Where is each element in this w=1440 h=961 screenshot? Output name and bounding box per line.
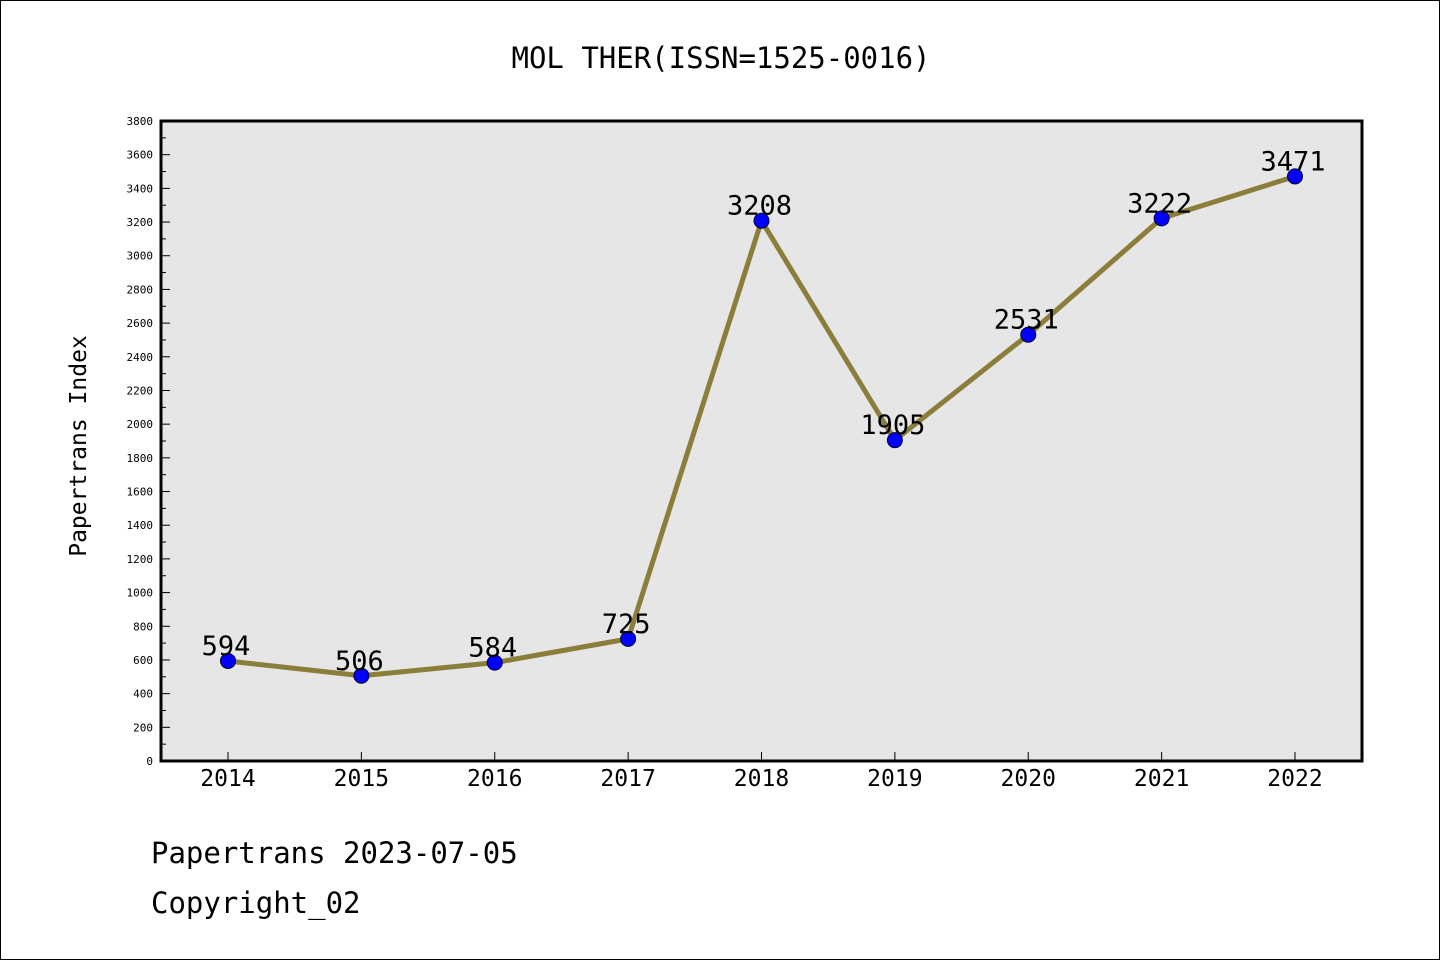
x-tick-label: 2016	[467, 766, 522, 792]
data-label: 725	[602, 609, 651, 640]
y-tick-label: 400	[133, 688, 153, 701]
y-tick-label: 1000	[127, 587, 154, 600]
y-tick-label: 3400	[127, 182, 154, 195]
x-tick-label: 2018	[734, 766, 789, 792]
y-tick-label: 2000	[127, 418, 154, 431]
y-tick-label: 1400	[127, 519, 154, 532]
footer-copyright-text: Copyright_02	[151, 886, 361, 920]
y-tick-label: 1600	[127, 486, 154, 499]
x-tick-label: 2017	[600, 766, 655, 792]
y-tick-label: 2400	[127, 351, 154, 364]
data-label: 2531	[994, 305, 1059, 336]
series: 594 506 584 725 3208 1905 2531 3222 3471	[202, 146, 1326, 684]
footer-date-text: Papertrans 2023-07-05	[151, 836, 518, 870]
y-tick-label: 200	[133, 721, 153, 734]
y-tick-label: 2600	[127, 317, 154, 330]
data-label: 3222	[1127, 188, 1192, 219]
data-point-marker	[886, 432, 903, 449]
data-label: 594	[202, 631, 251, 662]
y-tick-label: 1800	[127, 452, 154, 465]
data-point-marker	[220, 652, 236, 669]
y-tick-label: 3200	[127, 216, 154, 229]
y-tick-label: 2800	[127, 283, 154, 296]
data-point-marker	[353, 667, 370, 684]
y-tick-label: 0	[146, 755, 153, 768]
data-label: 1905	[860, 410, 925, 441]
data-point-marker	[1153, 210, 1170, 227]
x-tick-label: 2022	[1267, 766, 1322, 792]
data-label: 584	[468, 633, 517, 664]
y-tick-label: 2200	[127, 384, 154, 397]
data-point-marker	[486, 654, 503, 671]
y-axis: 0 200 400 600 800 1000 1200 1400 1600 1800 2000 220…	[127, 115, 170, 768]
y-tick-label: 3800	[127, 115, 154, 128]
x-tick-label: 2015	[334, 766, 389, 792]
y-tick-label: 800	[133, 620, 153, 633]
data-point-marker	[620, 630, 637, 647]
x-tick-label: 2014	[200, 766, 255, 792]
x-tick-label: 2019	[867, 766, 922, 792]
data-point-marker	[753, 212, 770, 229]
data-point-marker	[1020, 326, 1037, 343]
y-axis-label: Papertrans Index	[66, 335, 92, 557]
data-label: 506	[335, 646, 384, 677]
plot-border	[159, 119, 1364, 763]
x-axis: 2014 2015 2016 2017 2018 2019 2020 2021 2022	[200, 752, 1323, 792]
data-label: 3208	[727, 191, 792, 222]
y-tick-label: 3000	[127, 250, 154, 263]
y-tick-label: 1200	[127, 553, 154, 566]
data-label: 3471	[1260, 146, 1325, 177]
y-tick-label: 600	[133, 654, 153, 667]
chart-title: MOL THER(ISSN=1525-0016)	[511, 41, 930, 75]
x-tick-label: 2021	[1134, 766, 1189, 792]
y-tick-label: 3600	[127, 149, 154, 162]
x-tick-label: 2020	[1001, 766, 1056, 792]
data-point-marker	[1287, 168, 1303, 185]
